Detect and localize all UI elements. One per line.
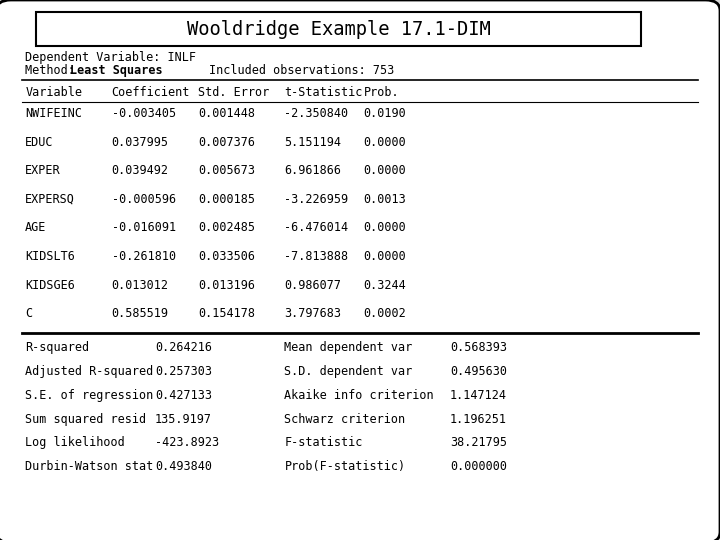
Text: 0.568393: 0.568393 xyxy=(450,341,507,354)
Text: Schwarz criterion: Schwarz criterion xyxy=(284,413,405,426)
Text: 0.0000: 0.0000 xyxy=(364,221,406,234)
Text: EXPERSQ: EXPERSQ xyxy=(25,193,75,206)
Text: Adjusted R-squared: Adjusted R-squared xyxy=(25,365,153,378)
Text: Mean dependent var: Mean dependent var xyxy=(284,341,413,354)
Text: Log likelihood: Log likelihood xyxy=(25,436,125,449)
Text: -3.226959: -3.226959 xyxy=(284,193,348,206)
Text: KIDSGE6: KIDSGE6 xyxy=(25,279,75,292)
Text: 0.0000: 0.0000 xyxy=(364,250,406,263)
Text: -7.813888: -7.813888 xyxy=(284,250,348,263)
Text: 6.961866: 6.961866 xyxy=(284,164,341,177)
Text: Dependent Variable: INLF: Dependent Variable: INLF xyxy=(25,51,196,64)
Text: Variable: Variable xyxy=(25,86,82,99)
Text: t-Statistic: t-Statistic xyxy=(284,86,363,99)
Text: Akaike info criterion: Akaike info criterion xyxy=(284,389,434,402)
Text: -423.8923: -423.8923 xyxy=(155,436,219,449)
Text: EXPER: EXPER xyxy=(25,164,60,177)
Text: 0.0013: 0.0013 xyxy=(364,193,406,206)
Text: -0.016091: -0.016091 xyxy=(112,221,176,234)
Text: 0.033506: 0.033506 xyxy=(198,250,255,263)
FancyBboxPatch shape xyxy=(36,12,641,46)
Text: C: C xyxy=(25,307,32,320)
Text: 0.005673: 0.005673 xyxy=(198,164,255,177)
Text: -0.003405: -0.003405 xyxy=(112,107,176,120)
Text: 0.495630: 0.495630 xyxy=(450,365,507,378)
Text: Std. Error: Std. Error xyxy=(198,86,269,99)
Text: 0.039492: 0.039492 xyxy=(112,164,168,177)
Text: 0.585519: 0.585519 xyxy=(112,307,168,320)
Text: 0.264216: 0.264216 xyxy=(155,341,212,354)
Text: -2.350840: -2.350840 xyxy=(284,107,348,120)
Text: Durbin-Watson stat: Durbin-Watson stat xyxy=(25,460,153,473)
Text: 0.000185: 0.000185 xyxy=(198,193,255,206)
Text: Included observations: 753: Included observations: 753 xyxy=(209,64,394,77)
Text: 0.037995: 0.037995 xyxy=(112,136,168,148)
Text: 0.0190: 0.0190 xyxy=(364,107,406,120)
Text: 0.000000: 0.000000 xyxy=(450,460,507,473)
Text: 1.147124: 1.147124 xyxy=(450,389,507,402)
Text: 3.797683: 3.797683 xyxy=(284,307,341,320)
Text: Prob(F-statistic): Prob(F-statistic) xyxy=(284,460,405,473)
Text: F-statistic: F-statistic xyxy=(284,436,363,449)
Text: 0.002485: 0.002485 xyxy=(198,221,255,234)
Text: 0.0002: 0.0002 xyxy=(364,307,406,320)
Text: 0.013012: 0.013012 xyxy=(112,279,168,292)
Text: Wooldridge Example 17.1-DIM: Wooldridge Example 17.1-DIM xyxy=(186,19,490,39)
Text: 0.013196: 0.013196 xyxy=(198,279,255,292)
Text: 38.21795: 38.21795 xyxy=(450,436,507,449)
Text: 0.257303: 0.257303 xyxy=(155,365,212,378)
Text: 0.0000: 0.0000 xyxy=(364,164,406,177)
Text: R-squared: R-squared xyxy=(25,341,89,354)
Text: 0.007376: 0.007376 xyxy=(198,136,255,148)
Text: 0.154178: 0.154178 xyxy=(198,307,255,320)
Text: -6.476014: -6.476014 xyxy=(284,221,348,234)
Text: Sum squared resid: Sum squared resid xyxy=(25,413,146,426)
Text: S.D. dependent var: S.D. dependent var xyxy=(284,365,413,378)
Text: Method:: Method: xyxy=(25,64,82,77)
Text: 0.001448: 0.001448 xyxy=(198,107,255,120)
Text: 0.493840: 0.493840 xyxy=(155,460,212,473)
Text: -0.261810: -0.261810 xyxy=(112,250,176,263)
Text: 1.196251: 1.196251 xyxy=(450,413,507,426)
Text: KIDSLT6: KIDSLT6 xyxy=(25,250,75,263)
Text: Prob.: Prob. xyxy=(364,86,399,99)
Text: Least Squares: Least Squares xyxy=(70,64,163,77)
Text: -0.000596: -0.000596 xyxy=(112,193,176,206)
Text: EDUC: EDUC xyxy=(25,136,54,148)
Text: AGE: AGE xyxy=(25,221,47,234)
Text: Coefficient: Coefficient xyxy=(112,86,190,99)
Text: NWIFEINC: NWIFEINC xyxy=(25,107,82,120)
Text: 0.427133: 0.427133 xyxy=(155,389,212,402)
Text: 5.151194: 5.151194 xyxy=(284,136,341,148)
Text: S.E. of regression: S.E. of regression xyxy=(25,389,153,402)
Text: 135.9197: 135.9197 xyxy=(155,413,212,426)
Text: 0.986077: 0.986077 xyxy=(284,279,341,292)
Text: 0.0000: 0.0000 xyxy=(364,136,406,148)
Text: 0.3244: 0.3244 xyxy=(364,279,406,292)
